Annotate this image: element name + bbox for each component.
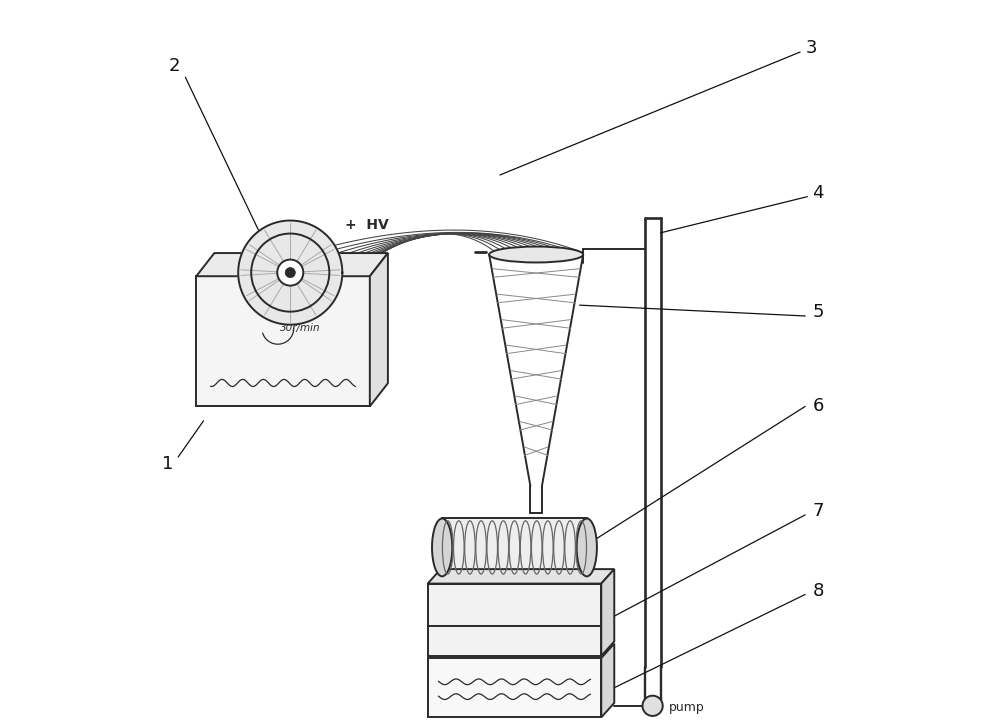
Ellipse shape [432,518,452,576]
Text: 5: 5 [812,303,824,322]
Text: 6: 6 [813,397,824,415]
Circle shape [285,268,295,277]
Polygon shape [428,569,614,584]
Text: 1: 1 [162,455,173,473]
Polygon shape [238,221,342,325]
Text: 7: 7 [812,502,824,521]
Circle shape [642,696,663,716]
Ellipse shape [489,247,583,263]
Text: 3: 3 [805,39,817,57]
Text: 4: 4 [812,184,824,202]
Polygon shape [601,644,614,717]
Ellipse shape [577,518,597,576]
Text: 8: 8 [813,582,824,600]
Text: +  HV: + HV [345,219,388,232]
Bar [428,658,601,717]
Text: pump: pump [669,701,704,714]
Bar [428,584,601,656]
Bar [196,276,370,407]
Bar [442,518,587,576]
Circle shape [277,260,303,285]
Text: 2: 2 [169,57,180,76]
Polygon shape [370,253,388,407]
Polygon shape [601,569,614,656]
Polygon shape [196,253,388,276]
Text: 30r/min: 30r/min [280,323,321,333]
